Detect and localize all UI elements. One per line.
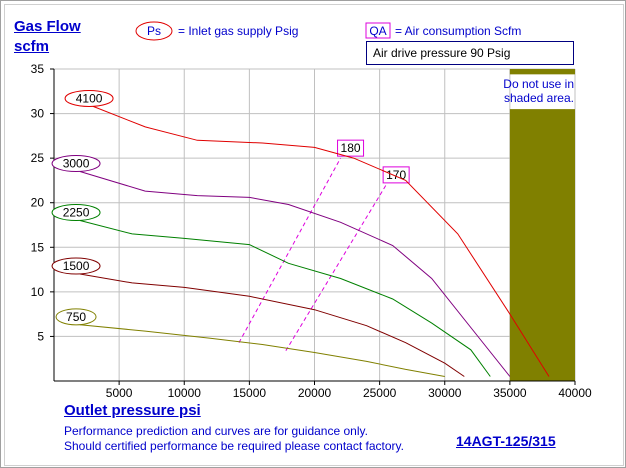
- curve-label-oval-750: [55, 308, 97, 326]
- curve-label-oval-4100: [64, 89, 114, 107]
- air-consumption-line-170: [285, 184, 387, 351]
- legend-qa-marker: QA: [369, 24, 386, 38]
- curve-1500: [79, 273, 465, 377]
- chart-frame-inner: [4, 4, 624, 466]
- curve-label-oval-3000: [51, 155, 101, 173]
- shaded-region: [509, 109, 575, 381]
- curve-label-750: 750: [66, 310, 86, 324]
- curve-750: [79, 324, 445, 377]
- curve-label-1500: 1500: [63, 259, 90, 273]
- curve-label-4100: 4100: [76, 91, 103, 105]
- curve-label-3000: 3000: [63, 157, 90, 171]
- y-tick-label: 30: [31, 107, 45, 121]
- curve-label-oval-2250: [51, 204, 101, 222]
- curve-2250: [79, 220, 491, 377]
- x-tick-label: 25000: [363, 386, 397, 400]
- y-tick-label: 15: [31, 240, 45, 254]
- y-tick-label: 10: [31, 285, 45, 299]
- disclaimer-line2: Should certified performance be required…: [64, 439, 404, 453]
- y-tick-label: 35: [31, 62, 45, 76]
- curve-label-2250: 2250: [63, 206, 90, 220]
- legend-ps-oval: [135, 21, 173, 41]
- disclaimer-line1: Performance prediction and curves are fo…: [64, 424, 368, 438]
- curve-label-oval-1500: [51, 257, 101, 275]
- air-consumption-line-180: [238, 157, 341, 343]
- y-tick-label: 5: [37, 329, 44, 343]
- shaded-region-label-line1: Do not use in: [503, 77, 574, 91]
- x-tick-label: 20000: [298, 386, 332, 400]
- legend-qa-box: [365, 22, 391, 39]
- y-tick-label: 20: [31, 196, 45, 210]
- y-tick-label: 25: [31, 151, 45, 165]
- legend-ps-marker: Ps: [147, 24, 161, 38]
- shaded-region-label-line2: shaded area.: [504, 91, 574, 105]
- legend-qa-text: = Air consumption Scfm: [395, 24, 522, 38]
- air-drive-pressure-label: Air drive pressure 90 Psig: [373, 46, 511, 60]
- x-tick-label: 35000: [493, 386, 527, 400]
- air-consumption-box-180: [337, 139, 365, 157]
- air-consumption-label-180: 180: [341, 141, 361, 155]
- x-tick-label: 5000: [106, 386, 133, 400]
- air-drive-pressure-box: Air drive pressure 90 Psig: [366, 41, 574, 65]
- y-axis-title-line1: Gas Flow: [14, 18, 81, 35]
- x-tick-label: 40000: [558, 386, 592, 400]
- x-tick-label: 15000: [233, 386, 267, 400]
- x-tick-label: 30000: [428, 386, 462, 400]
- shaded-region-top: [509, 69, 575, 75]
- y-axis-title-line2: scfm: [14, 38, 50, 55]
- x-tick-label: 10000: [168, 386, 202, 400]
- curve-3000: [79, 171, 511, 377]
- model-number: 14AGT-125/315: [456, 433, 556, 449]
- legend-ps-text: = Inlet gas supply Psig: [178, 24, 299, 38]
- curve-4100: [92, 105, 550, 377]
- x-axis-title: Outlet pressure psi: [64, 402, 201, 419]
